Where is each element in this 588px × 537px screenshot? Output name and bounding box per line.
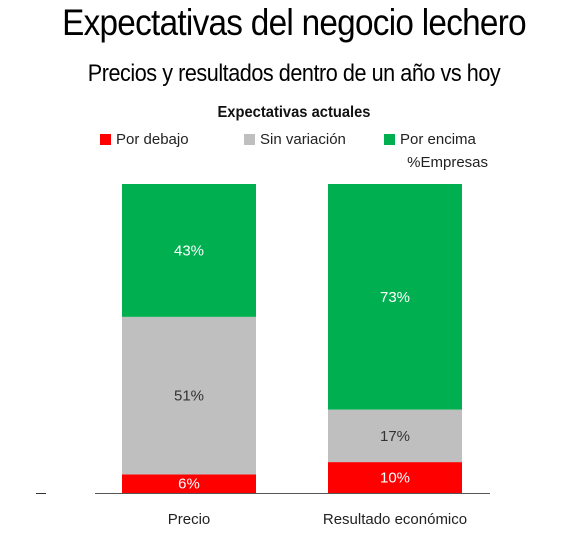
legend-label-sin-variacion: Sin variación bbox=[260, 131, 346, 148]
bar-segment-por-debajo-resultado-economico bbox=[328, 462, 462, 493]
legend-item-sin-variacion: Sin variación bbox=[244, 131, 346, 148]
category-label-resultado-economico: Resultado económico bbox=[323, 511, 467, 528]
bar-resultado-economico: 10% 17% 73% bbox=[328, 184, 462, 493]
legend-label-por-encima: Por encima bbox=[400, 131, 476, 148]
legend-swatch-sin-variacion bbox=[244, 134, 255, 145]
data-label-por-debajo-precio: 6% bbox=[178, 476, 200, 493]
bar-segment-sin-variacion-resultado-economico bbox=[328, 409, 462, 463]
chart-subtitle: Precios y resultados dentro de un año vs… bbox=[87, 60, 501, 87]
bar-segment-por-encima-precio bbox=[122, 184, 256, 317]
legend-title: Expectativas actuales bbox=[217, 104, 371, 121]
category-label-precio: Precio bbox=[168, 511, 211, 528]
unit-label: %Empresas bbox=[407, 154, 488, 171]
data-label-sin-variacion-precio: 51% bbox=[174, 388, 204, 405]
legend-item-por-debajo: Por debajo bbox=[100, 131, 189, 148]
bar-segment-sin-variacion-precio bbox=[122, 316, 256, 475]
data-label-por-encima-precio: 43% bbox=[174, 242, 204, 259]
data-label-sin-variacion-resultado-economico: 17% bbox=[380, 428, 410, 445]
bar-segment-por-debajo-precio bbox=[122, 474, 256, 493]
data-label-por-debajo-resultado-economico: 10% bbox=[380, 470, 410, 487]
legend-swatch-por-debajo bbox=[100, 134, 111, 145]
legend-swatch-por-encima bbox=[384, 134, 395, 145]
bar-precio: 6% 51% 43% bbox=[122, 184, 256, 493]
bar-segment-por-encima-resultado-economico bbox=[328, 184, 462, 410]
data-label-por-encima-resultado-economico: 73% bbox=[380, 289, 410, 306]
chart-title: Expectativas del negocio lechero bbox=[62, 2, 527, 43]
legend-label-por-debajo: Por debajo bbox=[116, 131, 189, 148]
legend-item-por-encima: Por encima bbox=[384, 131, 476, 148]
